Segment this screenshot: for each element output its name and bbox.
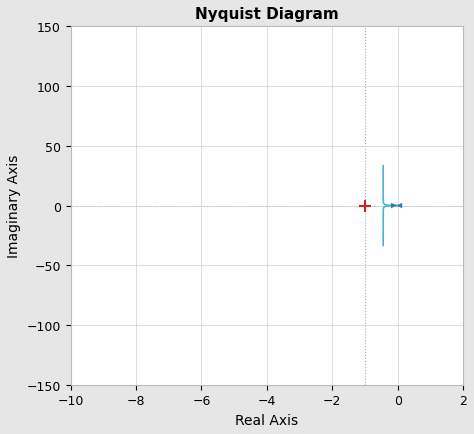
Title: Nyquist Diagram: Nyquist Diagram xyxy=(195,7,339,22)
X-axis label: Real Axis: Real Axis xyxy=(235,413,299,427)
Y-axis label: Imaginary Axis: Imaginary Axis xyxy=(7,155,21,258)
